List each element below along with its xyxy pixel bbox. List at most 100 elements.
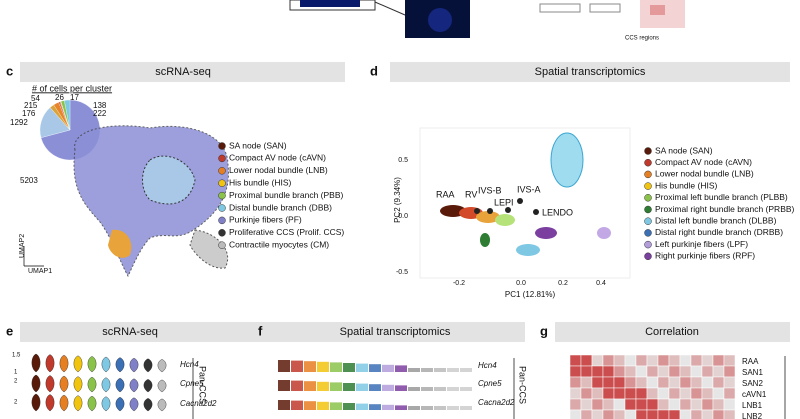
violin (157, 359, 167, 373)
bar (317, 361, 329, 372)
pie-slice (64, 99, 71, 131)
bar (317, 401, 329, 410)
panel-letter: f (258, 323, 263, 338)
gene-label: Cpne5 (478, 379, 502, 388)
panel-letter: c (6, 63, 13, 78)
legend-swatch (218, 204, 226, 212)
plot-area (419, 127, 631, 279)
pie-label: 26 (55, 93, 64, 102)
heat-cell (712, 376, 725, 389)
heat-cell (613, 365, 626, 378)
row-label: cAVN1 (742, 390, 767, 399)
violin (87, 376, 97, 393)
heat-cell (701, 376, 714, 389)
row-label: SAN1 (742, 368, 763, 377)
heat-cell (712, 398, 725, 411)
heat-cell (723, 387, 736, 400)
legend-label: Proximal left bundle branch (PLBB) (655, 192, 788, 202)
bar (304, 401, 316, 410)
legend-swatch (644, 205, 652, 214)
panel-letter: g (540, 323, 548, 338)
caption: CCS regions (625, 36, 659, 42)
heat-cell (712, 409, 725, 419)
heat-cell (690, 387, 703, 400)
bar (330, 402, 342, 410)
bar (278, 400, 290, 410)
heat-cell (712, 365, 725, 378)
panel-letter: e (6, 323, 13, 338)
heat-cell (602, 354, 615, 367)
bar (356, 383, 368, 391)
heat-cell (690, 376, 703, 389)
x-tick-label: 0.4 (596, 280, 606, 287)
heat-cell (701, 387, 714, 400)
pie-label: 176 (22, 109, 36, 118)
point-label: LENDO (542, 207, 573, 217)
bar (434, 406, 446, 410)
heat-cell (712, 387, 725, 400)
panel-header (555, 322, 790, 342)
heat-cell (624, 354, 637, 367)
violin (45, 375, 55, 393)
heat-cell (657, 409, 670, 419)
legend-swatch (218, 229, 226, 237)
bar (408, 387, 420, 391)
violin (115, 357, 125, 373)
violin (31, 353, 41, 373)
bar (447, 387, 459, 391)
heat-cell (613, 398, 626, 411)
pie-label: 17 (70, 93, 79, 102)
point-label: RAA (436, 189, 455, 199)
heat-cell (668, 387, 681, 400)
violin (101, 396, 111, 412)
heat-cell (679, 387, 692, 400)
panel-header (20, 62, 345, 82)
legend-swatch (644, 240, 652, 249)
legend-label: SA node (SAN) (655, 145, 713, 155)
legend-swatch (218, 179, 226, 187)
legend-label: His bundle (HIS) (655, 180, 718, 190)
y-tick-label: 2 (14, 400, 18, 406)
heat-cell (591, 354, 604, 367)
gene-label: Cacna2d2 (478, 398, 515, 407)
heat-cell (569, 376, 582, 389)
violin (143, 398, 153, 412)
legend-label: Compact AV node (cAVN) (655, 157, 752, 167)
gene-label: Hcn4 (180, 360, 199, 369)
heat-cell (569, 365, 582, 378)
bar (369, 384, 381, 391)
gene-label: Cpne5 (180, 379, 204, 388)
bar (447, 406, 459, 410)
violins (31, 353, 167, 412)
heat-cell (679, 376, 692, 389)
heat-cell (591, 376, 604, 389)
heat-cell (668, 376, 681, 389)
legend-swatch (644, 252, 652, 261)
legend-label: Lower nodal bundle (LNB) (229, 165, 328, 175)
legend-swatch (218, 142, 226, 150)
axis-label: PC2 (9.34%) (393, 177, 402, 223)
bar (395, 405, 407, 410)
violin (115, 378, 125, 393)
violin (143, 358, 153, 373)
heat-cell (712, 354, 725, 367)
bar (434, 368, 446, 372)
heat-cell (624, 409, 637, 419)
heat-cell (580, 376, 593, 389)
group-label: Pan-CCS (198, 366, 208, 404)
pie-label: 138 (93, 101, 107, 110)
bar (408, 406, 420, 410)
pie-label: 215 (24, 101, 38, 110)
legend-swatch (218, 191, 226, 200)
bar (382, 384, 394, 391)
heat-cell (646, 376, 659, 389)
bar (356, 403, 368, 410)
legend: SA node (SAN) Compact AV node (cAVN) Lower… (218, 140, 344, 249)
axis-label: PC1 (12.81%) (505, 290, 556, 299)
heat-cell (624, 398, 637, 411)
legend-swatch (644, 229, 652, 237)
heat-cell (624, 365, 637, 378)
legend-label: Distal left bundle branch (DLBB) (655, 215, 777, 225)
heat-cell (723, 354, 736, 367)
